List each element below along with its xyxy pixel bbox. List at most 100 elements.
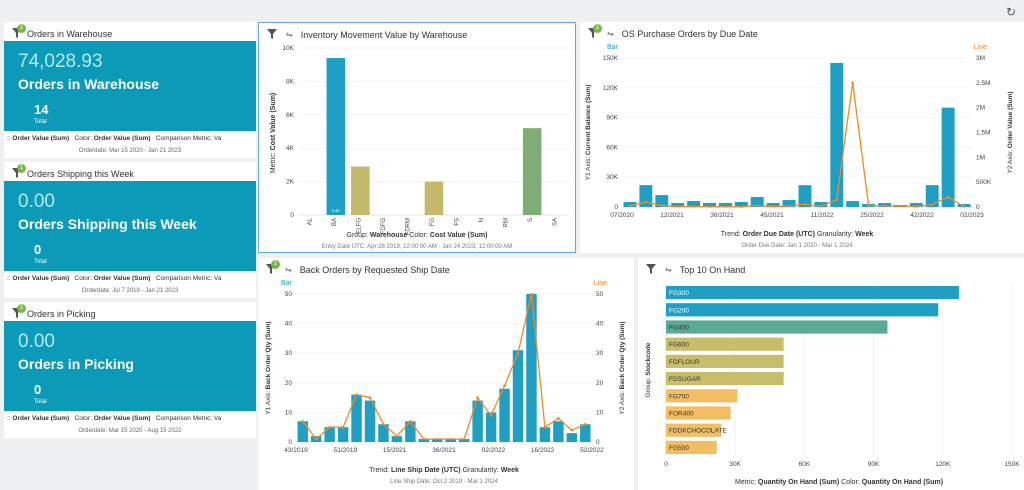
y2-axis-label-prefix: Y2 Axis:: [619, 389, 626, 414]
footer-part: Line Ship Date (UTC): [391, 467, 461, 474]
bar: [405, 421, 416, 442]
y-tick-label: 10K: [282, 45, 294, 52]
x-tick-label: 36/2021: [710, 212, 734, 219]
inventory-movement-panel: ⇋ Inventory Movement Value by Warehouse …: [258, 22, 576, 253]
footer-part: Color:: [839, 479, 862, 486]
y2-tick-label: 3M: [976, 55, 985, 62]
kpi-tile[interactable]: 0.00 Orders in Picking 0 Total: [4, 321, 256, 411]
refresh-icon[interactable]: ↻: [1005, 5, 1016, 19]
bar-category-label: FG300: [669, 290, 689, 297]
x-tick-label: RM: [504, 218, 510, 227]
x-tick-label: 11/2022: [810, 212, 833, 219]
kpi-count: 0: [34, 242, 42, 257]
kpi-panel: 1 Orders Shipping this Week 0.00 Orders …: [4, 162, 256, 298]
bar: [703, 203, 716, 207]
bar: [522, 128, 542, 215]
bar-category-label: FDSUGAR: [669, 376, 701, 383]
kpi-count: 0: [34, 382, 42, 397]
footer-part: Granularity:: [461, 467, 501, 474]
x-tick-label: FDFG: [381, 218, 387, 235]
bar: [666, 440, 717, 454]
bo-panel-header: 1 ⇋ Back Orders by Requested Ship Date: [266, 260, 450, 275]
y2-tick-label: 20: [596, 380, 604, 387]
x-tick-label: FG: [430, 218, 436, 227]
po-chart: Bar Line 0 30K 60K 90K 120K 150K 0 500K 1M 1.5M 2M 2.…: [585, 44, 1014, 249]
link-icon[interactable]: ⇋: [285, 265, 292, 274]
footer-part: Granularity:: [815, 231, 855, 238]
y2-tick-label: 10: [596, 409, 604, 416]
bar: [925, 185, 939, 207]
kpi-color: Order Value (Sum): [93, 415, 151, 422]
y1-tick-label: 90K: [606, 115, 618, 122]
y1-axis-label-value: Back Order Qty (Sum): [265, 321, 272, 389]
y1-tick-label: 60K: [606, 144, 618, 151]
x-tick-label: 60K: [799, 461, 811, 468]
bo-chart: Bar Line 0 10 20 30 40 50 0 10 20 30 40 50 43/2019 51/2…: [265, 280, 626, 485]
kpi-tile[interactable]: 0.00 Orders Shipping this Week 0 Total: [4, 181, 256, 271]
y1-tick-label: 0: [614, 204, 618, 211]
top10-title: Top 10 On Hand: [679, 264, 746, 275]
bar: [526, 294, 537, 442]
y-axis-label: Metric: Cost Value (Sum): [270, 93, 277, 174]
filter-icon[interactable]: 1: [12, 24, 26, 39]
bar: [814, 202, 828, 207]
bar: [378, 424, 389, 442]
link-icon[interactable]: ⇋: [665, 265, 672, 274]
bo-title: Back Orders by Requested Ship Date: [299, 264, 450, 275]
bar: [666, 406, 731, 420]
bar: [639, 185, 653, 207]
bar: [655, 195, 669, 207]
filter-icon[interactable]: [646, 264, 657, 275]
x-tick-label: 90K: [868, 461, 880, 468]
footer-part: Color:: [407, 232, 430, 239]
footer-part: Quantity On Hand (Sum): [862, 479, 943, 486]
bar: [766, 203, 780, 207]
bar: [718, 203, 732, 207]
kpi-meta: :: Order Value (Sum) Color: Order Value …: [7, 135, 222, 142]
kpi-total-label: Total: [34, 399, 47, 405]
bar: [351, 166, 370, 215]
x-tick-label: AL: [307, 217, 313, 225]
filter-icon[interactable]: 1: [266, 260, 280, 275]
kpi-tile[interactable]: 74,028.93 Orders in Warehouse 14 Total: [4, 41, 256, 131]
y2-tick-label: 2M: [976, 105, 985, 112]
x-tick-label: 43/2019: [284, 447, 308, 454]
kpi-metric: Order Value (Sum): [12, 135, 70, 142]
filter-icon[interactable]: 1: [12, 164, 26, 179]
y1-axis-label: Y1 Axis: Back Order Qty (Sum): [265, 321, 272, 414]
bar: [424, 181, 444, 215]
y2-axis-label-value: Back Order Qty (Sum): [619, 321, 626, 389]
filter-icon[interactable]: 1: [12, 304, 26, 319]
x-tick-label: 30K: [729, 461, 741, 468]
bar: [909, 203, 923, 207]
kpi-color: Order Value (Sum): [93, 135, 151, 142]
x-tick-label: FDRM: [405, 218, 411, 235]
kpi-comparison: Comparison Metric: Va: [155, 415, 222, 422]
x-tick-label: S: [528, 218, 534, 222]
y2-tick-label: 0: [976, 204, 980, 211]
filter-icon[interactable]: 1: [588, 24, 602, 39]
link-icon[interactable]: ⇋: [607, 29, 614, 38]
inventory-chart: 0 2K 4K 6K 8K 10K AL BA ELFG FDFG FDRM FG FS N RM S SA 9.…: [270, 45, 569, 250]
link-icon[interactable]: ⇋: [286, 30, 293, 39]
kpi-label: Orders Shipping this Week: [18, 216, 197, 232]
bar: [623, 202, 637, 207]
filter-icon[interactable]: [267, 29, 278, 40]
bar: [458, 439, 470, 442]
x-tick-label: 02/2023: [960, 212, 984, 219]
series-line: [302, 293, 586, 440]
bar: [512, 350, 524, 442]
bar-category-label: FG600: [669, 342, 689, 349]
x-tick-label: 52/2022: [580, 447, 604, 454]
kpi-metric: Order Value (Sum): [12, 275, 70, 282]
kpi-title: Orders Shipping this Week: [27, 168, 134, 179]
kpi-value: 74,028.93: [18, 51, 103, 72]
kpi-panel: 1 Orders in Warehouse 74,028.93 Orders i…: [4, 22, 256, 158]
bar: [941, 107, 955, 207]
footer-part: Trend:: [721, 231, 743, 238]
y1-axis-label-prefix: Y1 Axis:: [265, 389, 272, 414]
y2-tick-label: 50: [596, 291, 604, 298]
footer-part: Group:: [347, 232, 370, 239]
bar-category-label: FDFLOUR: [669, 359, 700, 366]
y1-tick-label: 150K: [603, 55, 619, 62]
